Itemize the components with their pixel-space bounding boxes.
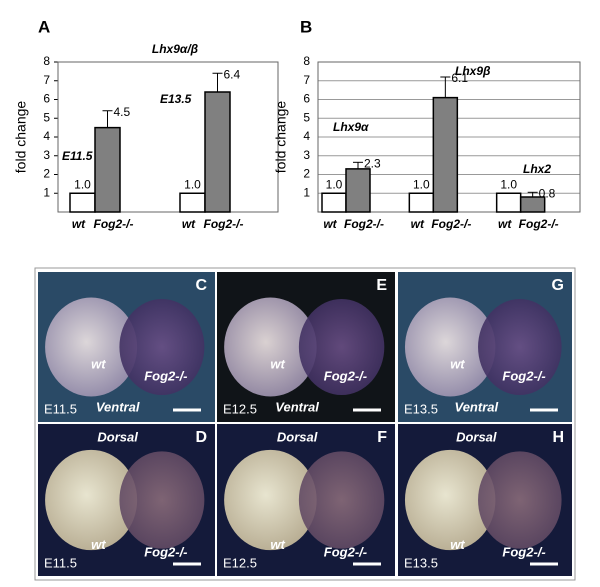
tissue-wt [404, 449, 496, 551]
value-label: 2.3 [364, 156, 381, 170]
plot-frame [57, 61, 279, 213]
x-tick-label: wt [72, 217, 86, 231]
tissue-wt [404, 297, 496, 397]
y-tick-label: 2 [43, 167, 50, 181]
genotype-mutant: Fog2-/- [324, 368, 367, 383]
tissue-mutant [119, 299, 205, 395]
bar [432, 96, 459, 213]
y-tick-label: 7 [43, 73, 50, 87]
y-tick-label: 8 [43, 54, 50, 68]
y-tick-label: 8 [303, 54, 310, 68]
panel-letter: E [376, 277, 387, 294]
y-tick-label: 3 [303, 148, 310, 162]
genotype-wt: wt [270, 356, 285, 371]
view-label: Ventral [96, 399, 140, 414]
x-tick-label: Fog2-/- [94, 217, 134, 231]
panel-label: B [300, 17, 312, 36]
tissue-wt [224, 449, 317, 551]
y-tick-label: 4 [43, 129, 50, 143]
genotype-mutant: Fog2-/- [502, 368, 545, 383]
y-tick-label: 3 [43, 148, 50, 162]
y-tick-label: 1 [43, 185, 50, 199]
genotype-mutant: Fog2-/- [324, 545, 367, 560]
stage-label: E11.5 [44, 401, 77, 416]
stage-label: E13.5 [404, 401, 438, 416]
tissue-wt [45, 449, 138, 551]
stage-label: E13.5 [404, 555, 438, 570]
tissue-mutant [298, 299, 385, 395]
group-label: E11.5 [62, 149, 93, 163]
panel-letter: D [195, 429, 207, 446]
bar [345, 168, 371, 213]
genotype-mutant: Fog2-/- [144, 368, 187, 383]
tissue-mutant [478, 299, 562, 395]
x-tick-label: wt [182, 217, 196, 231]
genotype-wt: wt [450, 537, 465, 552]
genotype-mutant: Fog2-/- [144, 545, 187, 560]
value-label: 1.0 [326, 177, 343, 191]
y-tick-label: 1 [303, 185, 310, 199]
panel-letter: H [552, 429, 564, 446]
y-axis-label: fold change [13, 101, 29, 174]
chart-title: Lhx9α/β [152, 42, 199, 56]
y-tick-label: 5 [303, 110, 310, 124]
value-label: 1.0 [184, 177, 201, 191]
tissue-wt [45, 297, 138, 397]
panel-letter: G [552, 277, 564, 294]
bar [94, 126, 121, 213]
group-label: Lhx9α [333, 120, 369, 134]
bar [321, 192, 347, 213]
y-axis-label: fold change [273, 101, 289, 174]
genotype-wt: wt [270, 537, 285, 552]
genotype-mutant: Fog2-/- [502, 545, 545, 560]
panel-letter: C [195, 277, 207, 294]
view-label: Ventral [455, 399, 499, 414]
value-label: 6.4 [224, 67, 241, 81]
value-label: 4.5 [114, 105, 131, 119]
x-tick-label: wt [323, 217, 337, 231]
view-label: Ventral [275, 399, 319, 414]
value-label: 1.0 [500, 177, 517, 191]
bar [69, 192, 96, 213]
bar [495, 192, 522, 213]
x-tick-label: Fog2-/- [344, 217, 384, 231]
y-tick-label: 6 [303, 92, 310, 106]
y-tick-label: 5 [43, 110, 50, 124]
x-tick-label: wt [411, 217, 425, 231]
tissue-mutant [298, 451, 385, 549]
genotype-wt: wt [91, 356, 106, 371]
x-tick-label: wt [498, 217, 512, 231]
tissue-wt [224, 297, 317, 397]
value-label: 1.0 [413, 177, 430, 191]
x-tick-label: Fog2-/- [431, 217, 471, 231]
y-tick-label: 2 [303, 167, 310, 181]
panel-letter: F [377, 429, 387, 446]
view-label: Dorsal [277, 429, 318, 444]
value-label: 6.1 [451, 71, 468, 85]
x-tick-label: Fog2-/- [519, 217, 559, 231]
stage-label: E11.5 [44, 555, 77, 570]
y-tick-label: 7 [303, 73, 310, 87]
stage-label: E12.5 [223, 555, 257, 570]
group-label: Lhx9β [455, 64, 491, 78]
bar [204, 91, 231, 213]
bar [408, 192, 435, 213]
genotype-wt: wt [91, 537, 106, 552]
genotype-wt: wt [450, 356, 465, 371]
stage-label: E12.5 [223, 401, 257, 416]
tissue-mutant [478, 451, 562, 549]
group-label: Lhx2 [523, 162, 551, 176]
value-label: 1.0 [74, 177, 91, 191]
view-label: Dorsal [97, 429, 138, 444]
x-tick-label: Fog2-/- [204, 217, 244, 231]
y-tick-label: 6 [43, 92, 50, 106]
y-tick-label: 4 [303, 129, 310, 143]
bar [179, 192, 206, 213]
panel-label: A [38, 17, 50, 36]
value-label: 0.8 [539, 186, 556, 200]
group-label: E13.5 [160, 92, 192, 106]
view-label: Dorsal [456, 429, 497, 444]
tissue-mutant [119, 451, 205, 549]
